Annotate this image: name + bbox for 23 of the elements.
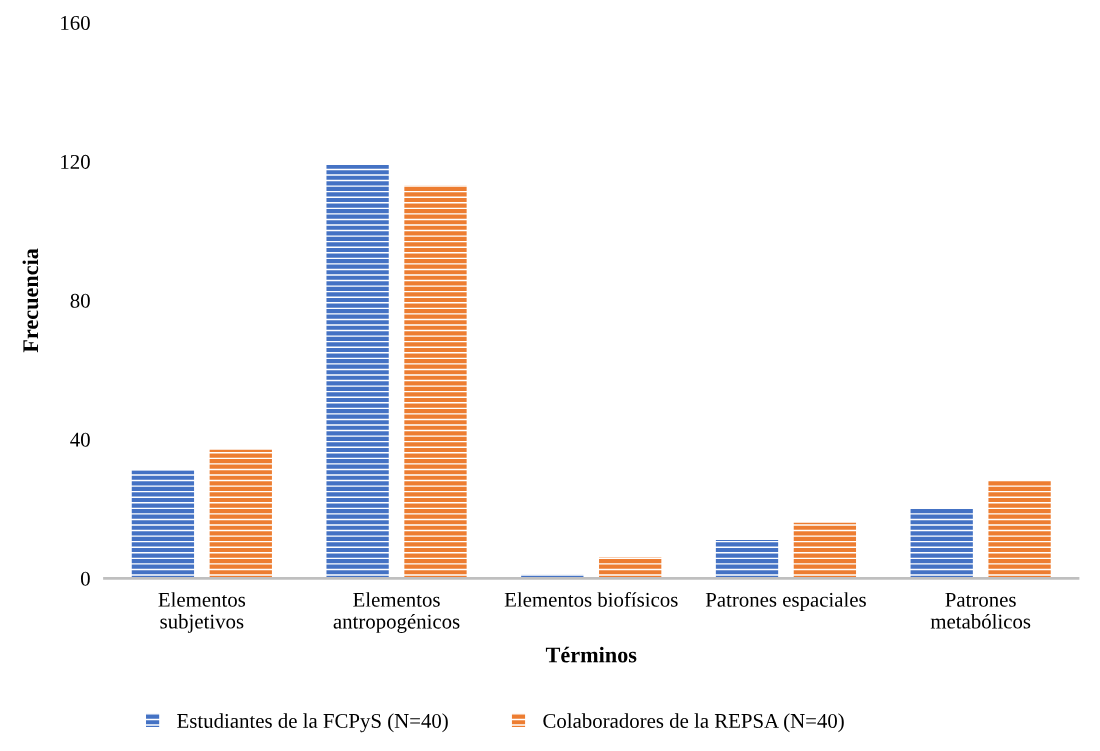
x-axis-title: Términos — [545, 646, 637, 663]
y-tick-label: 0 — [80, 571, 90, 586]
bar — [599, 557, 662, 579]
y-tick-label: 120 — [61, 154, 90, 169]
x-tick-label: Elementos biofísicos — [504, 591, 678, 607]
bar — [793, 522, 857, 579]
bar — [209, 449, 272, 579]
bar — [910, 508, 973, 579]
x-tick-label: Elementos antropogénicos — [333, 592, 460, 633]
y-tick-label: 40 — [70, 432, 90, 447]
bar — [715, 540, 779, 579]
x-tick-label: Patrones espaciales — [705, 592, 866, 612]
x-tick-label: Elementos subjetivos — [158, 592, 246, 633]
bar — [988, 481, 1051, 579]
bar — [131, 470, 195, 579]
bar — [404, 185, 467, 579]
y-axis-title: Frecuencia — [22, 248, 39, 353]
bar — [326, 164, 389, 579]
legend-label: Colaboradores de la REPSA (N=40) — [543, 713, 844, 733]
x-tick-label: Patrones metabólicos — [930, 592, 1031, 629]
y-tick-label: 160 — [61, 15, 90, 30]
legend-label: Estudiantes de la FCPyS (N=40) — [177, 713, 448, 733]
y-tick-label: 80 — [70, 293, 90, 308]
